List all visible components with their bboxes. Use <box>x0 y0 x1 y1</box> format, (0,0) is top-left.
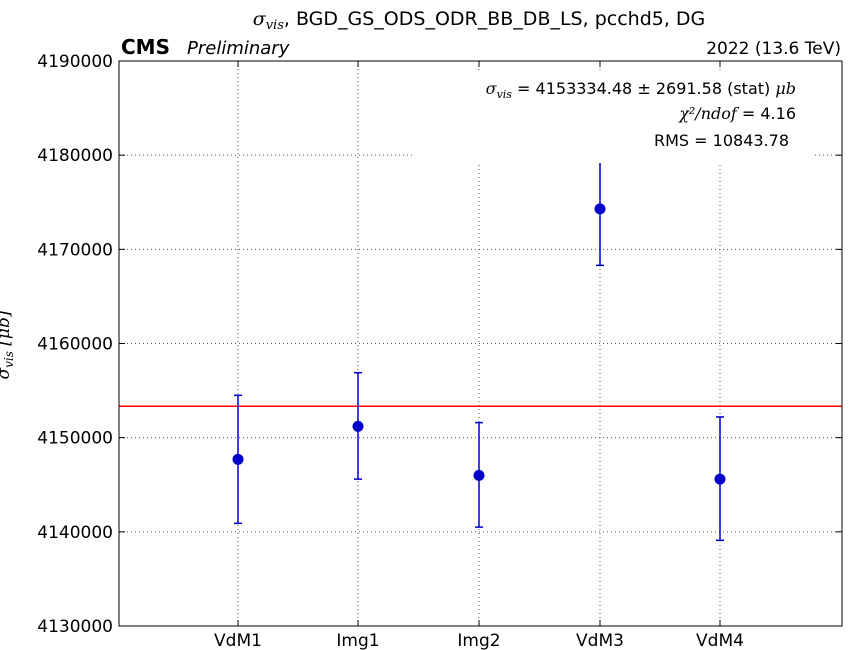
y-axis-label: σvis [μb] <box>0 310 16 379</box>
y-tick-label: 4140000 <box>37 523 113 543</box>
cms-sublabel: Preliminary <box>187 38 290 59</box>
y-tick-label: 4180000 <box>37 146 113 166</box>
y-tick-label: 4160000 <box>37 335 113 355</box>
x-tick-label: VdM1 <box>214 631 262 650</box>
y-tick-label: 4190000 <box>37 52 113 72</box>
y-tick-label: 4170000 <box>37 240 113 260</box>
data-point <box>594 203 606 215</box>
annotation-background <box>414 73 814 163</box>
x-tick-label: VdM3 <box>576 631 624 650</box>
chart-title: σvis, BGD_GS_ODS_ODR_BB_DB_LS, pcchd5, D… <box>253 8 706 33</box>
y-tick-label: 4130000 <box>37 617 113 637</box>
x-tick-label: Img1 <box>336 631 379 650</box>
x-tick-label: VdM4 <box>696 631 744 650</box>
annotation-rms: RMS = 10843.78 <box>654 131 789 150</box>
annotation-chi2: χ²/ndof = 4.16 <box>678 104 796 123</box>
x-tick-label: Img2 <box>457 631 500 650</box>
y-tick-label: 4150000 <box>37 429 113 449</box>
energy-label: 2022 (13.6 TeV) <box>706 39 841 59</box>
axis-ticks: 4130000 4140000 4150000 4160000 4170000 41800… <box>37 52 842 650</box>
data-point <box>232 453 244 465</box>
data-point <box>473 469 485 481</box>
grid <box>119 61 842 626</box>
cms-label: CMS <box>121 35 170 59</box>
data-points <box>232 157 726 542</box>
data-point <box>714 473 726 485</box>
data-point <box>352 420 364 432</box>
annotation-sigma: σvis = 4153334.48 ± 2691.58 (stat) μb <box>486 79 796 101</box>
